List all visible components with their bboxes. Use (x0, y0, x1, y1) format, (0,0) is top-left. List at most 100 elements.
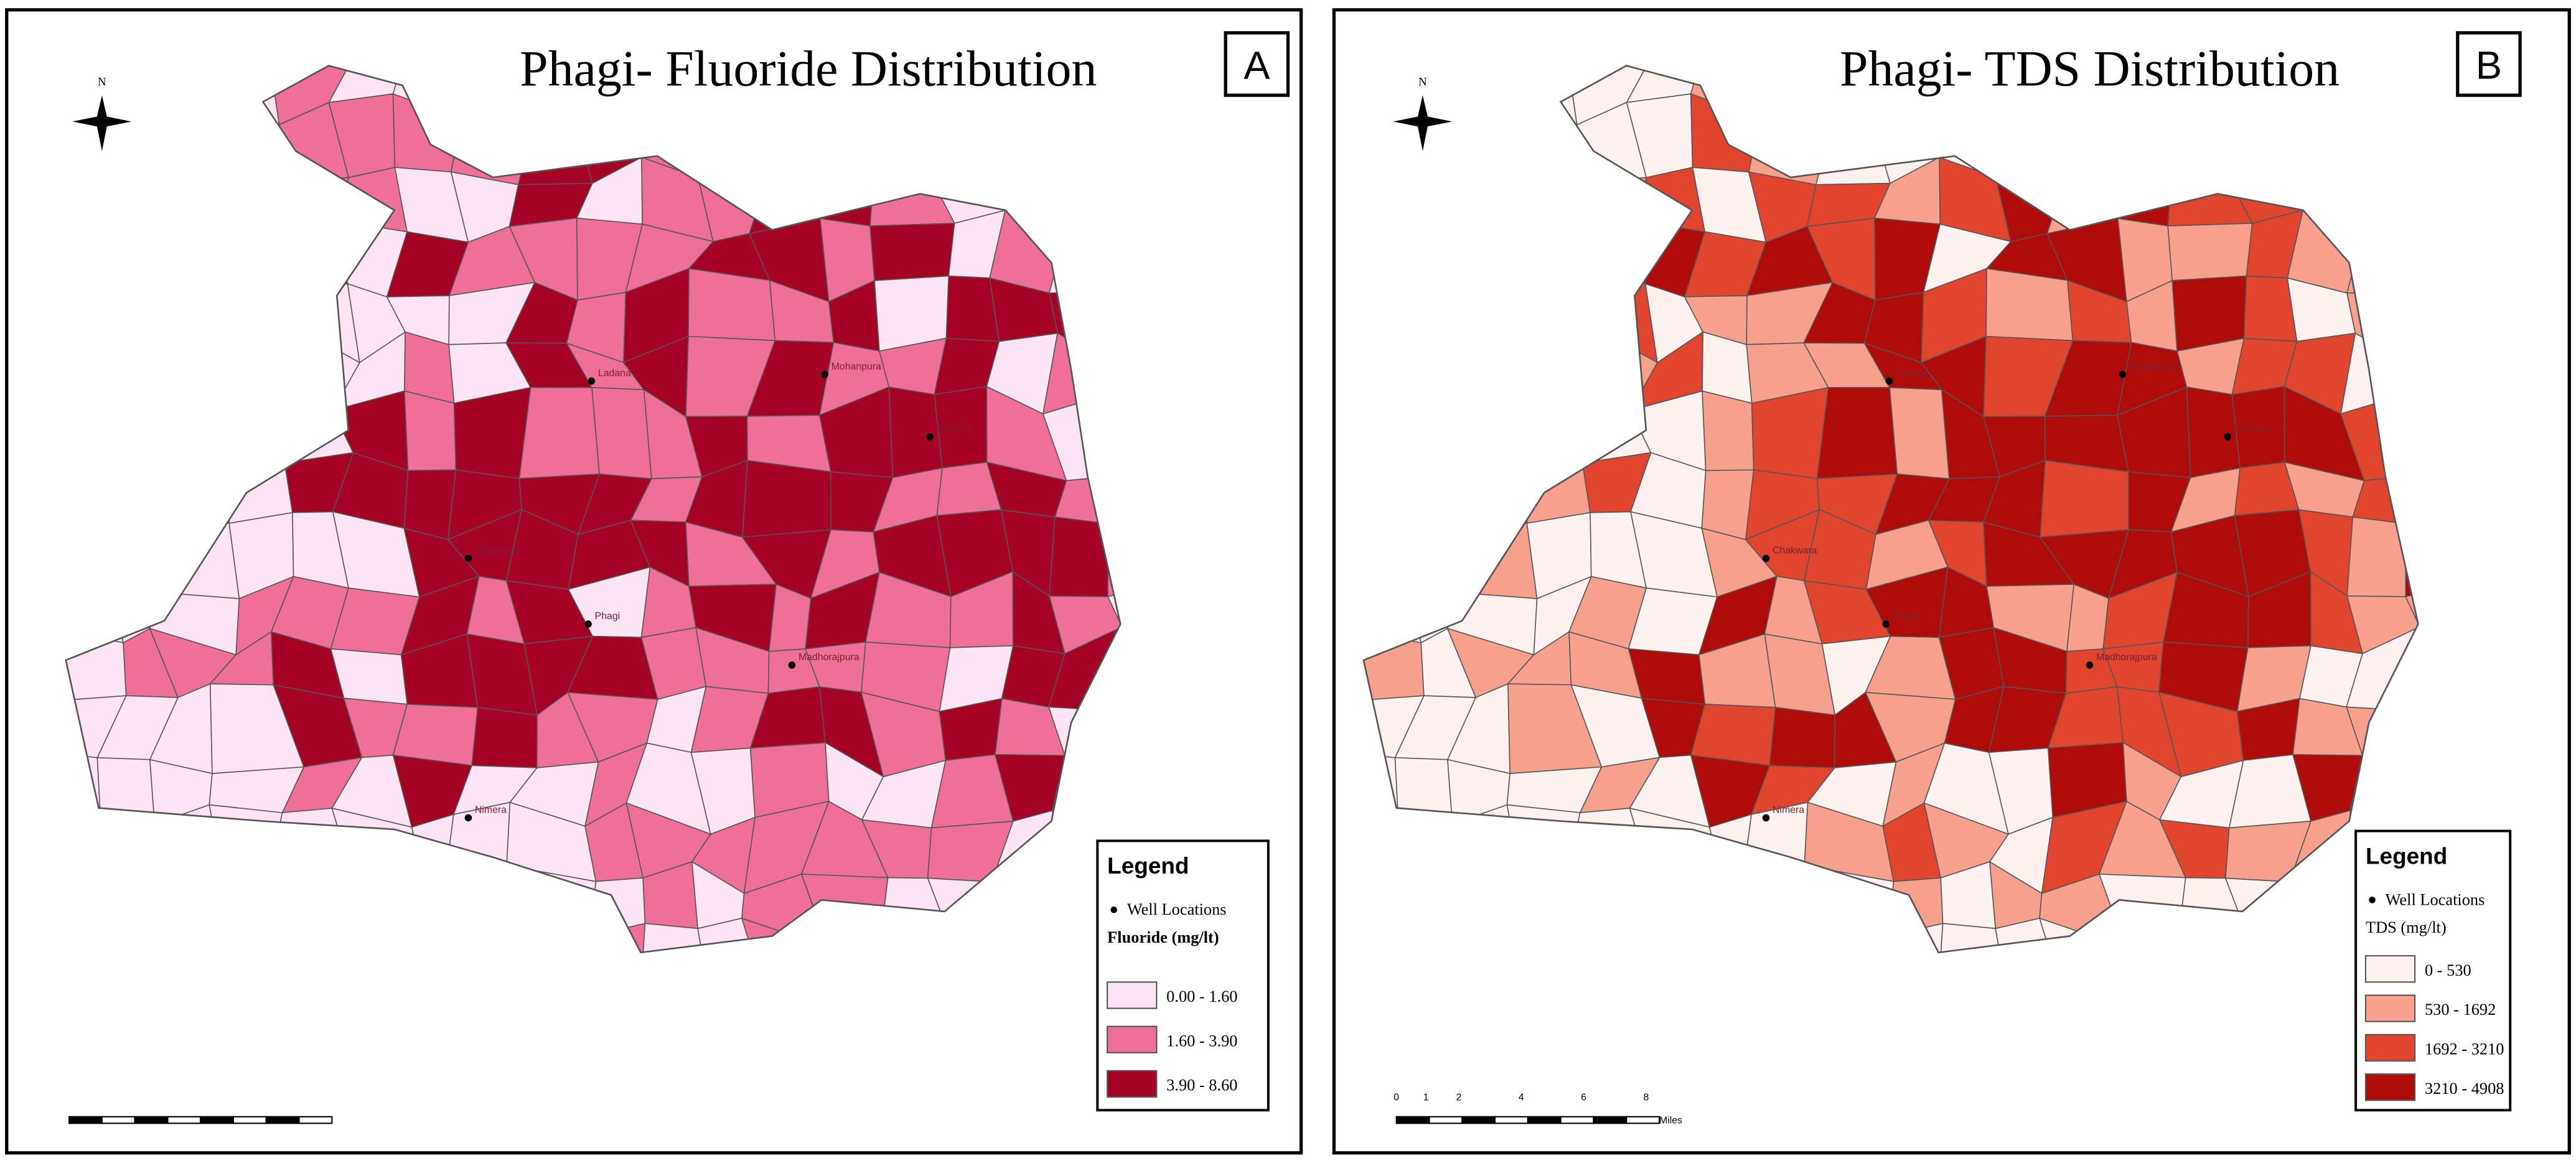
well-location (2086, 661, 2094, 669)
map-cell (403, 469, 457, 541)
legend-swatch (2364, 955, 2416, 983)
map-cell (688, 268, 776, 342)
map-outline (65, 65, 1122, 954)
well-location (464, 554, 472, 562)
map-cell (1816, 387, 1898, 479)
scale-segment (1626, 1116, 1660, 1124)
well-location (1762, 814, 1770, 822)
map-cell (888, 386, 943, 478)
well-location (788, 661, 796, 669)
legend-swatch (1107, 981, 1158, 1009)
scale-segment (1593, 1116, 1628, 1124)
panel-title: Phagi- Fluoride Distribution (520, 40, 1097, 96)
scale-segment (1560, 1116, 1595, 1124)
map-cell (869, 223, 955, 281)
legend-class-label: 3210 - 4908 (2425, 1079, 2504, 1098)
legend-unit: TDS (mg/lt) (2366, 918, 2447, 936)
map-cell (392, 704, 479, 767)
map-cell (2346, 595, 2419, 655)
legend-swatch (2364, 1033, 2416, 1062)
scale-segment (1395, 1116, 1430, 1124)
legend-title: Legend (1107, 853, 1189, 879)
legend-swatch (2364, 994, 2416, 1022)
village-label: Chakwara (475, 545, 519, 556)
map-cell (1690, 704, 1776, 767)
legend-well-symbol (2369, 897, 2376, 903)
legend-swatch (1107, 1070, 1158, 1098)
village-label: Phagi (1893, 611, 1918, 622)
scale-unit: Miles (1659, 1115, 1682, 1126)
scale-tick-label: 8 (1643, 1092, 1649, 1103)
legend-class-label: 0.00 - 1.60 (1166, 987, 1237, 1005)
scale-segment (265, 1116, 300, 1124)
scale-tick-label: 2 (1456, 1092, 1462, 1103)
map-cell (697, 917, 762, 953)
village-label: Chittora (937, 424, 972, 434)
map-outline (1362, 65, 2419, 954)
village-label: Nimera (475, 805, 507, 816)
map-cell (591, 387, 652, 480)
village-label: Madhorajpura (799, 652, 859, 663)
scale-segment (101, 1116, 136, 1124)
well-location (1762, 554, 1770, 562)
legend-swatch (1107, 1025, 1158, 1053)
map-cell (471, 707, 538, 768)
map-cell (1107, 576, 1121, 630)
legend-class-label: 3.90 - 8.60 (1166, 1076, 1237, 1094)
map-cell (404, 390, 457, 472)
map-cell (1702, 390, 1754, 472)
well-location (584, 620, 592, 628)
well-location (926, 433, 934, 441)
well-location (821, 370, 828, 378)
legend-well-label: Well Locations (2386, 890, 2485, 908)
legend-class-label: 0 - 530 (2425, 961, 2471, 979)
legend-class-label: 1692 - 3210 (2425, 1040, 2504, 1058)
village-label: Ladana (598, 368, 631, 378)
panel-label-box (1224, 31, 1290, 97)
scale-tick-label: 0 (1393, 1092, 1399, 1103)
north-label: N (98, 75, 106, 88)
map-cell (2167, 223, 2253, 281)
map-cell (2405, 523, 2419, 597)
map-cell (1769, 707, 1836, 768)
scale-segment (1527, 1116, 1562, 1124)
map-cell (1049, 595, 1121, 655)
scale-tick-label: 1 (1423, 1092, 1429, 1103)
well-location (1885, 377, 1893, 385)
village-label: Nimera (1773, 805, 1804, 816)
map-cell (1107, 523, 1121, 597)
map-cell (1985, 268, 2074, 342)
legend-class-label: 1.60 - 3.90 (1166, 1031, 1237, 1050)
panel-title: Phagi- TDS Distribution (1840, 40, 2339, 96)
legend-title: Legend (2366, 843, 2447, 869)
panel-label: A (1244, 44, 1270, 88)
well-location (464, 814, 472, 822)
legend-unit: Fluoride (mg/lt) (1107, 928, 1219, 946)
panel-label-box (2456, 31, 2522, 97)
legend-class-label: 530 - 1692 (2425, 1000, 2496, 1019)
map-cell (741, 460, 831, 538)
map-cell (1937, 923, 2008, 953)
panel: Chakwara Phagi Chittora Madhorajpura Ladana N… (1332, 8, 2571, 1155)
map-cell (1995, 917, 2059, 953)
legend-box (1096, 839, 1270, 1112)
map-cell (1889, 387, 1950, 480)
village-label: Mohanpura (831, 361, 881, 372)
village-label: Ladana (1896, 368, 1929, 378)
north-arrow (1393, 95, 1453, 151)
scale-segment (232, 1116, 267, 1124)
scale-segment (167, 1116, 202, 1124)
map-cell (453, 386, 532, 480)
legend-well-symbol (1110, 906, 1117, 913)
well-location (2224, 433, 2232, 441)
north-label: N (1418, 75, 1426, 88)
panel: Chakwara Phagi Chittora Madhorajpura Ladana N… (5, 8, 1303, 1155)
panel-label: B (2476, 44, 2502, 88)
scale-segment (200, 1116, 235, 1124)
village-label: Chittora (2234, 424, 2269, 434)
scale-segment (1428, 1116, 1463, 1124)
map-cell (1701, 469, 1754, 541)
legend-well-label: Well Locations (1127, 900, 1227, 918)
scale-segment (134, 1116, 169, 1124)
